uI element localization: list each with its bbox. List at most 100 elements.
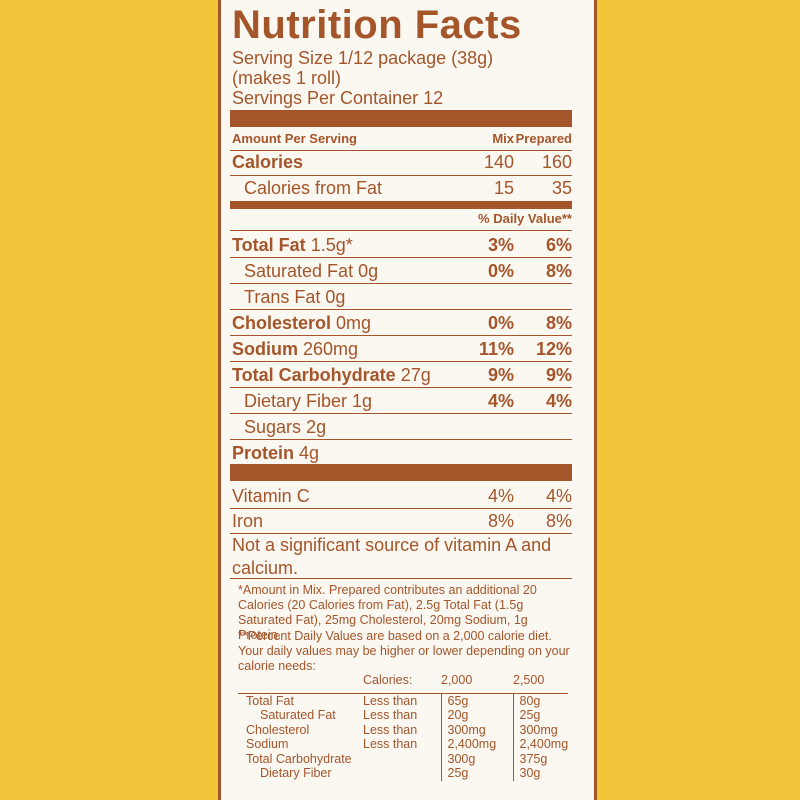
- dv-2000-header: 2,000: [441, 673, 473, 687]
- mix-header: Mix: [492, 131, 514, 146]
- vitamin-row: Vitamin C 4% 4%: [230, 483, 572, 509]
- nutrient-mix-dv: 9%: [487, 365, 514, 385]
- dv-2500: 30g: [512, 766, 569, 781]
- daily-value-header: % Daily Value**: [478, 211, 572, 226]
- divider: [230, 309, 572, 310]
- dv-2000: 65g: [440, 693, 513, 708]
- thick-divider: [230, 110, 572, 127]
- vitamin-mix-dv: 8%: [487, 511, 514, 531]
- thick-divider: [230, 464, 572, 481]
- nutrient-row: Saturated Fat 0g 0% 8%: [230, 258, 572, 284]
- dv-2500-header: 2,500: [513, 673, 545, 687]
- dv-table-row: Total Fat Less than 65g 80g: [238, 693, 569, 708]
- nutrient-row: Total Fat 1.5g* 3% 6%: [230, 232, 572, 258]
- dv-nutrient: Dietary Fiber: [260, 766, 332, 780]
- daily-values-table: Calories: 2,000 2,500 Total Fat Less than…: [238, 673, 569, 781]
- dv-2000: 2,400mg: [440, 737, 513, 752]
- serving-size: Serving Size 1/12 package (38g): [232, 48, 494, 68]
- dv-2500: 2,400mg: [512, 737, 569, 752]
- nutrient-mix-dv: 3%: [487, 235, 514, 255]
- divider: [230, 335, 572, 336]
- nutrient-name: Dietary Fiber 1g: [244, 391, 373, 411]
- nutrient-row: Cholesterol 0mg 0% 8%: [230, 310, 572, 336]
- nutrient-prepared-dv: 12%: [535, 339, 572, 359]
- vitamin-prepared-dv: 4%: [545, 486, 572, 506]
- dv-2500: 80g: [512, 693, 569, 708]
- nutrient-prepared-dv: 8%: [545, 313, 572, 333]
- label-title: Nutrition Facts: [232, 3, 522, 47]
- nutrient-name: Cholesterol 0mg: [232, 313, 372, 333]
- dv-table-row: Dietary Fiber 25g 30g: [238, 766, 569, 781]
- divider: [230, 150, 572, 151]
- nutrient-name: Protein 4g: [232, 443, 320, 463]
- dv-2000: 300mg: [440, 722, 513, 737]
- nutrient-row: Trans Fat 0g: [230, 284, 572, 310]
- dv-limit: [363, 752, 441, 767]
- nutrient-mix-dv: 11%: [478, 339, 514, 359]
- label-panel: [218, 0, 597, 800]
- divider: [230, 175, 572, 176]
- divider: [230, 257, 572, 258]
- calories-prepared: 160: [541, 152, 572, 172]
- calories-label: Calories: [232, 152, 304, 172]
- prepared-header: Prepared: [515, 131, 572, 146]
- divider: [230, 387, 572, 388]
- medium-divider: [230, 201, 572, 209]
- divider: [230, 230, 572, 231]
- nutrient-name: Trans Fat 0g: [244, 287, 346, 307]
- dv-2500: 300mg: [512, 722, 569, 737]
- dv-limit: Less than: [363, 737, 418, 751]
- dv-2500: 25g: [512, 708, 569, 723]
- footnote-daily-values: **Percent Daily Values are based on a 2,…: [238, 629, 570, 673]
- dv-nutrient: Total Carbohydrate: [246, 751, 352, 766]
- dv-table-row: Cholesterol Less than 300mg 300mg: [238, 722, 569, 737]
- nutrient-mix-dv: 4%: [487, 391, 514, 411]
- servings-per-container: Servings Per Container 12: [232, 88, 444, 108]
- vitamin-row: Iron 8% 8%: [230, 508, 572, 534]
- dv-calories-label: Calories:: [363, 673, 413, 687]
- calories-row: Calories 140 160: [230, 149, 572, 175]
- divider: [230, 439, 572, 440]
- nutrient-name: Total Fat 1.5g*: [232, 235, 353, 255]
- dv-limit: Less than: [363, 722, 418, 737]
- dv-2000: 20g: [440, 708, 513, 723]
- vitamin-name: Iron: [232, 511, 264, 531]
- vitamin-mix-dv: 4%: [487, 486, 514, 506]
- amount-header-row: Amount Per Serving Mix Prepared: [230, 126, 572, 152]
- nutrient-row: Total Carbohydrate 27g 9% 9%: [230, 362, 572, 388]
- dv-table-row: Sodium Less than 2,400mg 2,400mg: [238, 737, 569, 752]
- calories-from-fat-row: Calories from Fat 15 35: [230, 175, 572, 201]
- divider: [230, 508, 572, 509]
- amount-per-serving: Amount Per Serving: [232, 131, 357, 146]
- calories-from-fat-mix: 15: [493, 178, 514, 198]
- calories-mix: 140: [483, 152, 514, 172]
- divider: [230, 533, 572, 534]
- divider: [230, 413, 572, 414]
- calories-from-fat-prepared: 35: [551, 178, 572, 198]
- dv-nutrient: Saturated Fat: [260, 708, 336, 722]
- nutrient-prepared-dv: 9%: [545, 365, 572, 385]
- dv-nutrient: Sodium: [246, 737, 289, 751]
- dv-nutrient: Cholesterol: [246, 722, 310, 737]
- nutrition-label: Nutrition Facts Serving Size 1/12 packag…: [230, 0, 580, 800]
- divider: [230, 283, 572, 284]
- nutrient-prepared-dv: 4%: [545, 391, 572, 411]
- nutrient-row: Protein 4g: [230, 440, 572, 466]
- dv-2000: 25g: [440, 766, 513, 781]
- calories-from-fat-label: Calories from Fat: [244, 178, 383, 198]
- divider: [230, 361, 572, 362]
- divider: [230, 578, 572, 579]
- dv-2000: 300g: [440, 751, 513, 766]
- daily-value-header-row: % Daily Value**: [230, 206, 572, 232]
- nutrient-name: Total Carbohydrate 27g: [232, 365, 431, 385]
- dv-2500: 375g: [512, 751, 569, 766]
- nutrient-name: Saturated Fat 0g: [244, 261, 379, 281]
- vitamin-name: Vitamin C: [232, 486, 310, 506]
- nutrient-row: Sugars 2g: [230, 414, 572, 440]
- nutrient-mix-dv: 0%: [487, 261, 514, 281]
- nutrient-name: Sodium 260mg: [232, 339, 359, 359]
- vitamin-prepared-dv: 8%: [545, 511, 572, 531]
- nutrient-prepared-dv: 8%: [545, 261, 572, 281]
- nutrient-mix-dv: 0%: [487, 313, 514, 333]
- dv-limit: Less than: [363, 708, 418, 722]
